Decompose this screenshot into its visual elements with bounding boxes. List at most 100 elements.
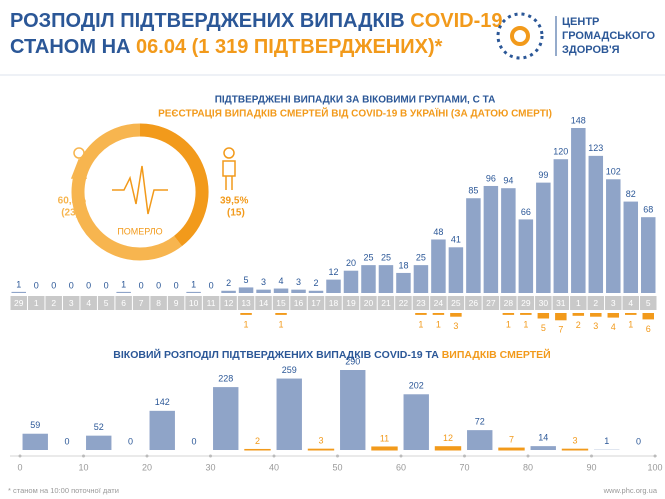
x-tick-label: 50 [332,462,342,472]
value-label: 0 [209,280,214,290]
x-tick-label: 5 [646,298,651,308]
date-box [80,296,97,310]
value-label: 290 [345,356,360,366]
x-tick-label: 9 [174,298,179,308]
value-label: 94 [503,176,513,186]
death-label: 3 [593,321,598,331]
death-label: 1 [436,319,441,329]
date-box [150,296,167,310]
date-box [27,296,45,310]
death-bar [415,313,427,315]
death-label: 7 [558,325,563,335]
date-box [395,296,412,310]
x-tick-label: 14 [259,298,269,308]
x-tick [399,454,403,458]
footnote: * станом на 10:00 поточної дати [8,486,119,495]
x-tick [590,454,593,458]
death-bar [520,313,532,315]
x-tick-label: 1 [34,298,39,308]
value-label: 25 [381,253,391,263]
x-tick-label: 70 [459,462,469,472]
value-label: 2 [226,278,231,288]
death-bar [625,313,637,315]
case-bar [403,394,429,450]
x-tick-label: 21 [381,298,391,308]
date-box [517,296,535,310]
death-bar [275,313,287,315]
x-tick-label: 25 [451,298,461,308]
value-label: 3 [261,277,266,287]
x-tick-label: 100 [647,462,662,472]
x-tick-label: 20 [364,298,374,308]
x-tick [336,454,339,458]
bar [396,272,411,293]
chart-title: РЕЄСТРАЦІЯ ВИПАДКІВ СМЕРТЕЙ ВІД COVID-19… [158,107,552,120]
date-box [570,296,587,310]
value-label: 0 [86,280,91,290]
date-box [500,296,517,310]
value-label: 52 [94,422,104,432]
value-label: 0 [139,280,144,290]
x-tick-label: 17 [311,298,321,308]
count-label: (15) [227,208,245,219]
value-label: 2 [314,278,319,288]
bar [308,290,324,293]
bar [501,188,516,293]
date-box [62,296,80,310]
date-box [360,296,377,310]
date-box [640,296,657,310]
death-bar [561,448,589,451]
male-icon [223,147,235,159]
logo: ЦЕНТР ГРОМАДСЬКОГО ЗДОРОВ'Я [496,12,656,60]
x-tick-label: 0 [17,462,22,472]
death-bar [572,313,585,316]
date-box [552,296,570,310]
x-tick-label: 5 [104,298,109,308]
male-icon [222,160,236,190]
x-tick-label: 24 [434,298,444,308]
value-label: 1 [191,279,196,289]
x-tick-label: 11 [207,298,216,308]
value-label: 25 [416,253,426,263]
date-box [447,296,465,310]
death-label: 0 [191,436,196,446]
value-label: 0 [34,280,39,290]
death-label: 3 [453,321,458,331]
value-label: 1 [16,279,21,289]
death-label: 3 [572,436,577,446]
percent-label: 60,5% [58,196,86,207]
death-bar [498,447,525,451]
date-box [167,296,185,310]
title-part: ВІКОВИЙ РОЗПОДІЛ ПІДТВЕРДЖЕНИХ ВИПАДКІВ … [113,348,441,361]
date-box [10,296,27,310]
x-tick-label: 60 [396,462,406,472]
value-label: 123 [588,143,603,153]
death-label: 2 [255,436,260,446]
x-tick-label: 40 [269,462,279,472]
date-box [237,296,255,310]
value-label: 1 [121,279,126,289]
x-tick-label: 23 [416,298,426,308]
date-box [587,296,605,310]
percent-label: 39,5% [220,196,248,207]
center-label: ПОМЕРЛО [117,226,162,236]
case-bar [276,378,302,450]
death-label: 2 [576,320,581,330]
date-box [465,296,482,310]
x-tick-label: 18 [329,298,339,308]
death-label: 1 [628,319,633,329]
value-label: 68 [643,205,653,215]
value-label: 0 [174,280,179,290]
value-label: 85 [468,186,478,196]
x-tick-label: 28 [504,298,514,308]
death-label: 7 [509,434,514,444]
x-tick-label: 4 [86,298,91,308]
value-label: 25 [363,253,373,263]
title-part: COVID-19 [410,10,502,32]
x-tick-label: 10 [78,462,88,472]
death-bar [502,313,515,315]
bar [518,219,534,293]
bar [536,182,551,293]
death-label: 1 [523,319,528,329]
